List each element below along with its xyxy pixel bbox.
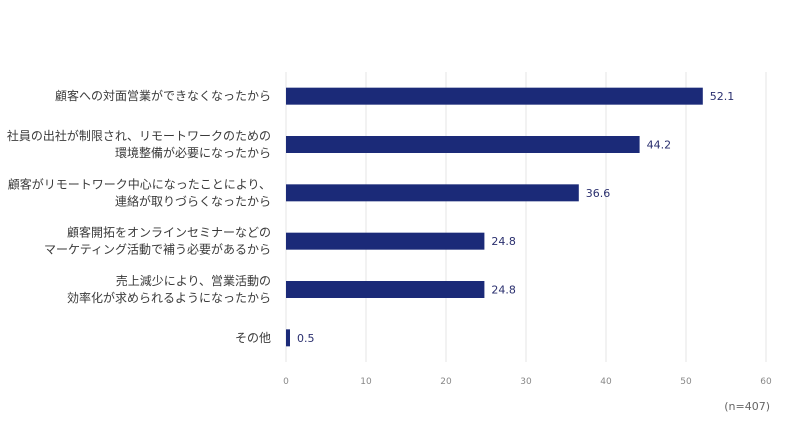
category-label-line: マーケティング活動で補う必要があるから	[44, 242, 271, 257]
data-label: 52.1	[710, 90, 735, 103]
data-label: 44.2	[647, 139, 672, 152]
data-label: 36.6	[586, 187, 611, 200]
bar	[286, 232, 485, 250]
category-label-line: その他	[235, 331, 271, 345]
bar	[286, 281, 485, 298]
category-label: その他	[235, 331, 271, 345]
category-label-line: 連絡が取りづらくなったから	[115, 193, 271, 208]
x-tick-label: 0	[283, 377, 289, 387]
x-tick-label: 30	[520, 377, 532, 387]
x-tick-label: 20	[440, 377, 452, 387]
category-label-line: 効率化が求められるようになったから	[67, 290, 271, 305]
bar	[286, 329, 290, 347]
x-tick-label: 50	[680, 377, 692, 387]
bar	[286, 184, 579, 202]
category-label: 売上減少により、営業活動の効率化が求められるようになったから	[67, 273, 271, 305]
category-label-line: 環境整備が必要になったから	[115, 145, 271, 160]
data-label: 24.8	[491, 235, 516, 248]
category-label: 社員の出社が制限され、リモートワークのための環境整備が必要になったから	[7, 128, 271, 160]
category-label: 顧客開拓をオンラインセミナーなどのマーケティング活動で補う必要があるから	[44, 225, 271, 257]
grid-lines	[285, 72, 767, 362]
category-label-line: 顧客がリモートワーク中心になったことにより、	[8, 176, 271, 191]
bars	[286, 87, 703, 347]
x-tick-label: 60	[760, 377, 772, 387]
x-tick-label: 10	[360, 377, 372, 387]
category-label: 顧客がリモートワーク中心になったことにより、連絡が取りづらくなったから	[8, 176, 271, 208]
bar	[286, 136, 640, 153]
category-labels: 顧客への対面営業ができなくなったから社員の出社が制限され、リモートワークのための…	[7, 88, 271, 345]
x-axis-ticks: 0 10 20 30 40 50 60	[283, 377, 772, 387]
sample-size-note: (n=407)	[724, 400, 770, 413]
data-label: 24.8	[491, 284, 516, 297]
value-labels: 52.1 44.2 36.6 24.8 24.8 0.5	[297, 90, 734, 345]
bar	[286, 87, 703, 105]
category-label: 顧客への対面営業ができなくなったから	[55, 88, 271, 103]
category-label-line: 社員の出社が制限され、リモートワークのための	[7, 128, 271, 143]
x-tick-label: 40	[600, 377, 612, 387]
category-label-line: 売上減少により、営業活動の	[116, 273, 271, 288]
data-label: 0.5	[297, 332, 315, 345]
category-label-line: 顧客への対面営業ができなくなったから	[55, 88, 271, 103]
category-label-line: 顧客開拓をオンラインセミナーなどの	[67, 225, 271, 240]
